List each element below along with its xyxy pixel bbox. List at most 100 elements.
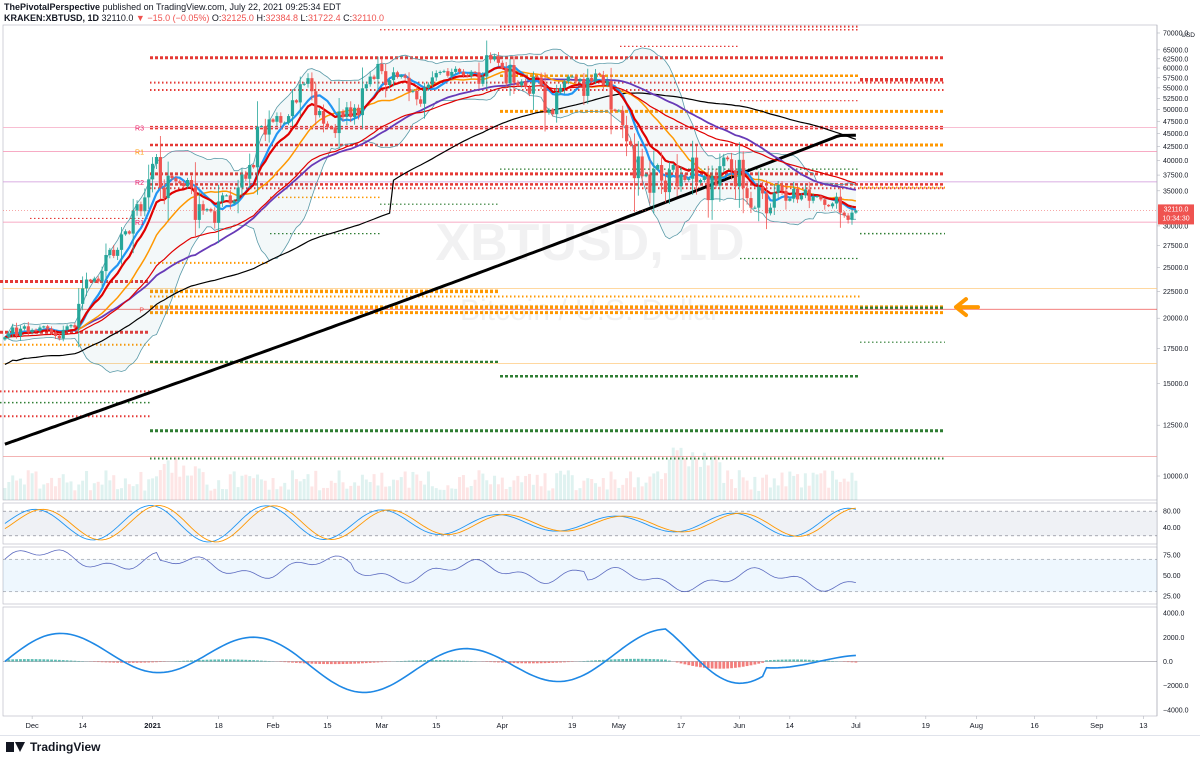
- candle-body: [116, 250, 119, 256]
- candle-body: [672, 165, 675, 170]
- volume-bar: [586, 478, 589, 500]
- volume-bar: [237, 487, 240, 500]
- volume-bar: [695, 458, 698, 500]
- macd-histogram-bar: [31, 659, 34, 661]
- macd-histogram-bar: [691, 662, 694, 666]
- volume-bar: [633, 487, 636, 500]
- price-tick-label: 42500.0: [1163, 144, 1188, 151]
- volume-bar: [462, 475, 465, 500]
- candle-body: [699, 180, 702, 182]
- volume-bar: [831, 471, 834, 500]
- volume-bar: [505, 489, 508, 500]
- candle-body: [800, 195, 803, 199]
- volume-bar: [136, 484, 139, 500]
- macd-histogram-bar: [563, 662, 566, 663]
- volume-bar: [742, 477, 745, 500]
- macd-histogram-bar: [466, 661, 469, 662]
- price-tick-label: 22500.0: [1163, 289, 1188, 296]
- volume-bar: [610, 472, 613, 500]
- open-value: 32125.0: [221, 13, 254, 23]
- macd-histogram-bar: [761, 662, 764, 663]
- volume-bar: [252, 478, 255, 500]
- volume-bar: [244, 475, 247, 500]
- volume-bar: [474, 480, 477, 500]
- author-name[interactable]: ThePivotalPerspective: [4, 2, 100, 12]
- candle-body: [470, 72, 473, 76]
- volume-bar: [567, 470, 570, 500]
- macd-histogram-bar: [446, 660, 449, 661]
- volume-bar: [186, 476, 189, 500]
- macd-histogram-bar: [404, 661, 407, 662]
- macd-histogram-bar: [233, 659, 236, 661]
- candle-body: [831, 204, 834, 207]
- candle-body: [582, 79, 585, 96]
- volume-bar: [19, 479, 22, 500]
- pivot-label: R2: [135, 180, 144, 187]
- macd-histogram-bar: [462, 661, 465, 662]
- macd-histogram-bar: [310, 662, 313, 664]
- macd-histogram-bar: [128, 662, 131, 663]
- candle-body: [454, 69, 457, 72]
- tradingview-logo-icon: [6, 741, 24, 753]
- candle-body: [400, 75, 403, 77]
- candle-body: [827, 205, 830, 206]
- price-tick-label: 50000.0: [1163, 107, 1188, 114]
- candle-body: [788, 199, 791, 201]
- volume-bar: [812, 473, 815, 500]
- candle-body: [815, 196, 818, 197]
- rsi-axis-label: 50.00: [1163, 573, 1181, 580]
- time-tick-label: Jun: [733, 721, 745, 730]
- candle-body: [318, 111, 321, 115]
- volume-bar: [839, 482, 842, 500]
- macd-histogram-bar: [718, 662, 721, 669]
- volume-bar: [392, 480, 395, 500]
- candle-body: [586, 78, 589, 96]
- candle-body: [508, 65, 511, 83]
- time-tick-label: Apr: [496, 721, 508, 730]
- macd-histogram-bar: [520, 662, 523, 664]
- candle-body: [714, 176, 717, 186]
- volume-bar: [617, 488, 620, 500]
- candle-body: [641, 156, 644, 176]
- candle-body: [730, 159, 733, 170]
- volume-bar: [816, 474, 819, 500]
- macd-histogram-bar: [660, 659, 663, 661]
- macd-histogram-bar: [800, 660, 803, 662]
- volume-bar: [240, 476, 243, 500]
- macd-histogram-bar: [155, 662, 158, 663]
- candle-body: [625, 125, 628, 141]
- candle-body: [376, 64, 379, 79]
- volume-bar: [854, 481, 857, 500]
- candle-body: [46, 326, 49, 328]
- macd-histogram-bar: [544, 662, 547, 664]
- candle-body: [275, 116, 278, 122]
- rsi-axis-label: 75.00: [1163, 553, 1181, 560]
- volume-bar: [229, 474, 232, 500]
- macd-histogram-bar: [419, 660, 422, 661]
- volume-bar: [155, 476, 158, 500]
- symbol-label[interactable]: KRAKEN:XBTUSD, 1D: [4, 13, 99, 23]
- macd-histogram-bar: [458, 661, 461, 662]
- macd-histogram-bar: [237, 660, 240, 662]
- volume-bar: [843, 479, 846, 500]
- candle-body: [784, 191, 787, 201]
- macd-histogram-bar: [746, 662, 749, 667]
- price-tick-label: 62500.0: [1163, 56, 1188, 63]
- macd-histogram-bar: [357, 662, 360, 664]
- macd-histogram-bar: [108, 662, 111, 663]
- volume-bar: [322, 488, 325, 500]
- candle-body: [745, 188, 748, 198]
- macd-histogram-bar: [524, 662, 527, 664]
- macd-histogram-bar: [190, 660, 193, 661]
- candle-body: [442, 71, 445, 72]
- macd-histogram-bar: [439, 660, 442, 661]
- volume-bar: [341, 482, 344, 500]
- volume-bar: [450, 488, 453, 500]
- volume-bar: [310, 486, 313, 500]
- tradingview-brand[interactable]: TradingView: [6, 740, 100, 754]
- candle-body: [42, 326, 45, 327]
- candle-body: [19, 329, 22, 336]
- volume-bar: [454, 489, 457, 500]
- volume-bar: [714, 455, 717, 500]
